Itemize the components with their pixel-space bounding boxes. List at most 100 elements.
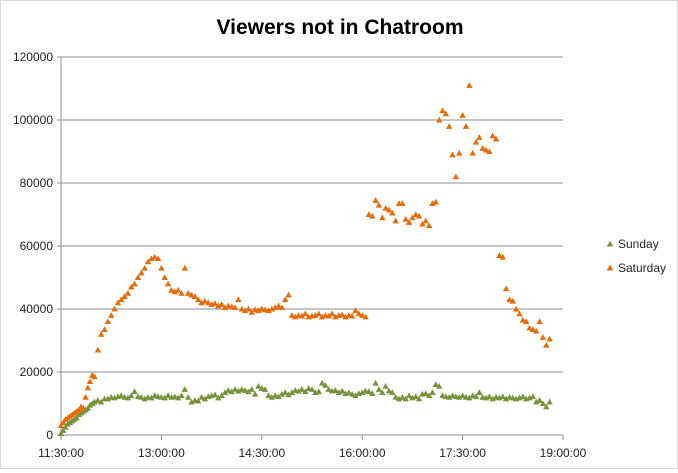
saturday-point [121,293,128,299]
saturday-point [84,384,91,391]
sunday-point [184,394,192,400]
saturday-point [472,138,480,145]
saturday-point [482,146,490,153]
sunday-point [97,398,105,405]
saturday-point [502,285,510,292]
sunday-point [519,393,527,400]
saturday-point [405,219,413,225]
saturday-point [522,318,530,325]
sunday-point [285,391,292,398]
saturday-point [205,299,212,306]
sunday-point [60,427,67,433]
sunday-point [372,379,379,386]
y-tick-label: 40000 [20,302,54,316]
saturday-point [325,312,332,319]
x-tick-label: 13:00:00 [138,446,185,460]
saturday-point [215,302,222,309]
saturday-point [476,134,483,140]
sunday-point [335,389,342,396]
saturday-point [111,305,118,312]
saturday-point [231,304,239,310]
sunday-point [539,400,547,407]
saturday-point [128,283,135,290]
sunday-point [389,389,396,396]
legend-label-sunday: Sunday [618,237,659,251]
sunday-point [104,395,112,402]
sunday-point [456,394,463,400]
saturday-point [506,296,513,303]
saturday-point [285,291,292,298]
saturday-point [315,310,322,317]
series-sunday [57,379,553,436]
sunday-point [245,388,252,395]
saturday-point [452,173,460,180]
x-tick-label: 14:30:00 [238,446,285,460]
sunday-point [251,390,259,397]
sunday-point [536,397,543,403]
saturday-point [429,200,436,207]
saturday-point [288,312,296,318]
saturday-point [235,296,242,303]
sunday-point [415,395,423,402]
sunday-point [486,393,493,400]
sunday-point [375,386,383,392]
sunday-point [338,387,346,394]
saturday-point [171,288,178,295]
sunday-point [435,382,443,389]
sunday-point [215,394,222,401]
saturday-point [164,280,172,287]
saturday-point [389,209,396,216]
saturday-point [108,312,115,318]
sunday-point [201,395,209,402]
sunday-point [225,387,232,393]
saturday-point [439,107,446,114]
saturday-point [131,280,138,287]
saturday-point [459,112,466,118]
saturday-point [302,310,309,317]
saturday-point [174,286,182,293]
saturday-point [546,335,553,342]
y-tick-label: 0 [46,428,53,442]
gridlines [61,56,563,373]
saturday-point [456,149,463,156]
x-tick-label: 19:00:00 [540,446,587,460]
saturday-point [282,296,289,303]
saturday-point [118,296,125,303]
saturday-point [265,307,272,314]
saturday-point [402,216,409,222]
sunday-point [499,393,506,400]
saturday-point [432,198,440,205]
saturday-point [533,327,540,334]
saturday-point [392,217,399,224]
saturday-point [412,211,419,218]
saturday-point [486,148,493,155]
saturday-point [195,296,202,303]
sunday-point [221,389,229,396]
saturday-point [298,312,306,319]
sunday-point [489,395,496,402]
saturday-point [161,274,168,281]
sunday-point [546,398,553,405]
sunday-point [543,403,550,410]
sunday-point [446,394,453,400]
saturday-point [422,217,429,224]
sunday-point [178,392,185,399]
sunday-point [405,392,413,399]
saturday-point [271,304,279,310]
y-tick-label: 20000 [20,365,54,379]
axes [57,56,564,440]
saturday-point [536,318,543,325]
saturday-point [385,206,393,213]
saturday-point [312,312,319,318]
sunday-point [422,390,429,396]
saturday-point [479,145,486,151]
saturday-point [245,305,252,312]
sunday-point [278,390,286,397]
saturday-point [499,253,506,260]
sunday-point [73,414,80,421]
sunday-point [218,392,225,399]
sunday-point [131,388,138,395]
y-tick-label: 60000 [20,239,54,253]
sunday-point [302,388,309,395]
saturday-point [82,394,89,400]
